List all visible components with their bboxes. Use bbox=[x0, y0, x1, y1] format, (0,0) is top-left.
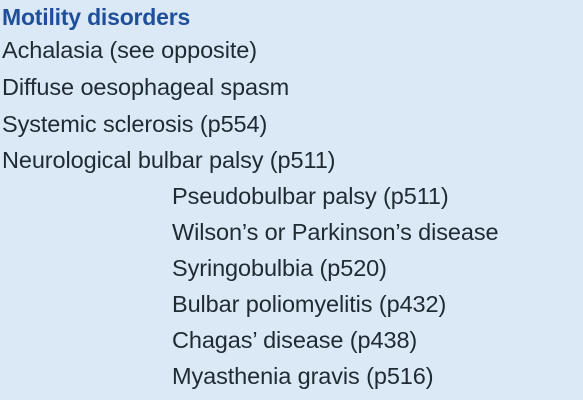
list-subitem: Wilson’s or Parkinson’s disease bbox=[172, 219, 499, 245]
list-subitem: Bulbar poliomyelitis (p432) bbox=[172, 291, 447, 317]
list-item: Achalasia (see opposite) bbox=[2, 37, 257, 63]
list-subitem: Syringobulbia (p520) bbox=[172, 255, 387, 281]
list-subitem: Chagas’ disease (p438) bbox=[172, 327, 418, 353]
section-heading: Motility disorders bbox=[2, 4, 191, 30]
list-subitem: Myasthenia gravis (p516) bbox=[172, 363, 434, 389]
list-item: Systemic sclerosis (p554) bbox=[2, 111, 268, 137]
list-subitem: Pseudobulbar palsy (p511) bbox=[172, 183, 449, 209]
list-item: Diffuse oesophageal spasm bbox=[2, 74, 290, 100]
list-item: Neurological bulbar palsy (p511) bbox=[2, 147, 336, 173]
